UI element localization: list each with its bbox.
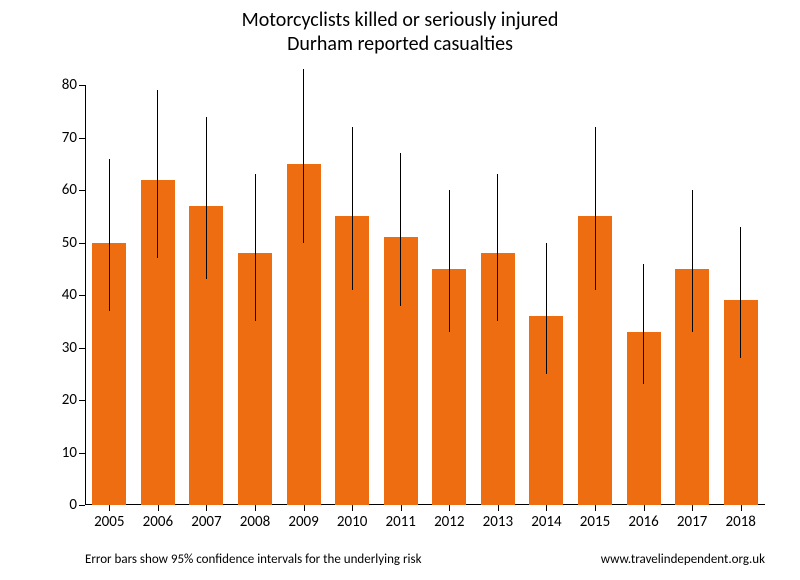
error-bar <box>157 90 158 258</box>
error-bar <box>352 127 353 290</box>
y-tick-label: 60 <box>62 181 85 199</box>
y-tick-label: 10 <box>62 444 85 462</box>
error-bar <box>643 264 644 385</box>
x-tick-label: 2012 <box>434 505 464 531</box>
x-tick-label: 2007 <box>191 505 221 531</box>
y-tick-label: 0 <box>69 496 85 514</box>
y-tick-label: 80 <box>62 76 85 94</box>
error-bar <box>497 174 498 321</box>
y-tick-label: 20 <box>62 391 85 409</box>
title-line-2: Durham reported casualties <box>0 32 800 56</box>
y-tick-label: 40 <box>62 286 85 304</box>
error-bar <box>546 243 547 374</box>
y-axis <box>85 85 86 505</box>
x-tick-label: 2005 <box>94 505 124 531</box>
error-bar <box>449 190 450 332</box>
x-tick-label: 2013 <box>483 505 513 531</box>
x-tick-label: 2011 <box>385 505 415 531</box>
error-bar <box>255 174 256 321</box>
chart-container: Motorcyclists killed or seriously injure… <box>0 0 800 580</box>
x-tick-label: 2008 <box>240 505 270 531</box>
x-tick-label: 2006 <box>143 505 173 531</box>
x-tick-label: 2018 <box>725 505 755 531</box>
y-tick-label: 30 <box>62 339 85 357</box>
title-line-1: Motorcyclists killed or seriously injure… <box>0 8 800 32</box>
plot-area: 0102030405060708020052006200720082009201… <box>85 85 765 505</box>
error-bar <box>595 127 596 290</box>
x-tick-label: 2016 <box>628 505 658 531</box>
y-tick-label: 70 <box>62 129 85 147</box>
x-tick-label: 2009 <box>288 505 318 531</box>
x-tick-label: 2010 <box>337 505 367 531</box>
footer-source: www.travelindependent.org.uk <box>601 552 765 567</box>
error-bar <box>206 117 207 280</box>
error-bar <box>692 190 693 332</box>
error-bar <box>109 159 110 311</box>
error-bar <box>400 153 401 305</box>
error-bar <box>303 69 304 242</box>
chart-title: Motorcyclists killed or seriously injure… <box>0 8 800 56</box>
footer-note: Error bars show 95% confidence intervals… <box>85 552 422 567</box>
x-tick-label: 2014 <box>531 505 561 531</box>
x-tick-label: 2017 <box>677 505 707 531</box>
error-bar <box>740 227 741 358</box>
x-axis <box>85 504 765 505</box>
x-tick-label: 2015 <box>580 505 610 531</box>
y-tick-label: 50 <box>62 234 85 252</box>
